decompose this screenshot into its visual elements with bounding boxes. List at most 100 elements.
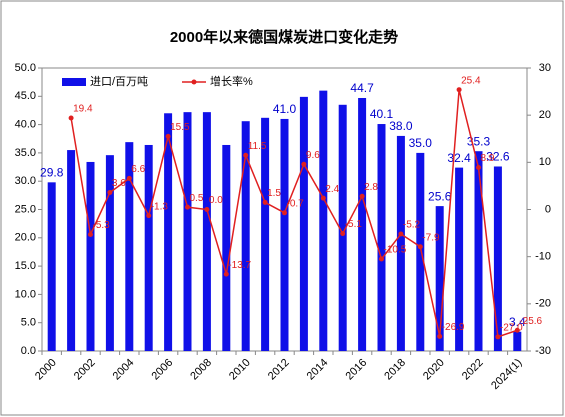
line-value-label: 15.5 <box>170 122 190 133</box>
y-tick-label: 35.0 <box>15 147 36 159</box>
y-tick-label: 10.0 <box>15 288 36 300</box>
y2-tick-label: -20 <box>535 298 551 310</box>
bar-value-label: 41.0 <box>273 102 297 116</box>
line-point <box>301 161 307 167</box>
bar <box>125 142 134 351</box>
y-tick-label: 45.0 <box>15 90 36 102</box>
line-value-label: -5.3 <box>93 220 111 231</box>
bar <box>493 166 502 351</box>
line-point <box>476 165 481 171</box>
bar <box>358 97 367 351</box>
line-value-label: -13.7 <box>228 260 251 271</box>
bar <box>338 104 347 351</box>
bar <box>241 121 250 351</box>
bar <box>396 135 405 351</box>
legend-point <box>191 79 197 85</box>
line-value-label: 3.6 <box>112 178 126 189</box>
line-point <box>340 231 346 237</box>
line-point <box>223 271 229 277</box>
line-point <box>514 327 520 333</box>
line-point <box>146 213 152 219</box>
y2-tick-label: 20 <box>539 109 551 121</box>
y-tick-label: 25.0 <box>15 203 36 215</box>
line-point <box>456 87 462 93</box>
line-point <box>359 193 365 199</box>
line-value-label: 9.6 <box>306 150 320 161</box>
line-value-label: 1.5 <box>267 188 281 199</box>
bar <box>280 118 289 351</box>
bar <box>86 161 95 351</box>
y2-tick-label: -30 <box>535 345 551 357</box>
line-value-label: 0.0 <box>209 195 223 206</box>
bar <box>47 182 56 351</box>
line-point <box>437 333 443 339</box>
line-point <box>68 115 74 121</box>
line-point <box>107 190 113 196</box>
line <box>70 89 518 338</box>
bar <box>474 151 483 351</box>
line-point <box>320 195 326 201</box>
line-value-label: 11.5 <box>248 141 267 152</box>
line-point <box>398 231 404 237</box>
y-tick-label: 30.0 <box>15 175 36 187</box>
bar-value-label: 29.8 <box>40 166 64 180</box>
y-tick-label: 0.0 <box>21 345 36 357</box>
line-value-label: -7.9 <box>422 232 440 243</box>
y-tick-label: 40.0 <box>15 119 36 131</box>
y-tick-label: 5.0 <box>21 317 36 329</box>
bar <box>222 144 231 351</box>
y-tick-label: 20.0 <box>15 232 36 244</box>
line-value-label: -0.7 <box>287 198 305 209</box>
bar <box>183 112 192 351</box>
line-value-label: -5.2 <box>403 220 421 231</box>
line-point <box>185 204 190 210</box>
line-point <box>126 175 132 181</box>
bar <box>455 167 464 351</box>
bar-value-label: 40.1 <box>370 107 394 121</box>
bar <box>435 206 444 351</box>
bar <box>105 155 114 351</box>
line-value-label: 2.4 <box>325 184 339 195</box>
bar <box>261 117 270 351</box>
y-tick-label: 50.0 <box>15 62 36 74</box>
bar <box>299 96 308 351</box>
line-value-label: -1.3 <box>151 201 169 212</box>
bar <box>319 90 328 351</box>
bar-value-label: 32.6 <box>486 150 510 164</box>
bar-value-label: 32.4 <box>447 151 471 165</box>
line-value-label: -5.1 <box>345 219 363 230</box>
y2-tick-label: -10 <box>535 251 551 263</box>
y2-tick-label: 0 <box>545 203 551 215</box>
bar <box>202 112 211 351</box>
bar-value-label: 44.7 <box>350 81 374 95</box>
line-point <box>379 256 384 262</box>
chart-title: 2000年以来德国煤炭进口变化走势 <box>170 28 398 46</box>
bar-value-label: 35.0 <box>409 136 433 150</box>
bar <box>513 331 522 351</box>
bar <box>377 124 386 351</box>
legend-label: 进口/百万吨 <box>90 75 148 88</box>
bar-value-label: 25.6 <box>428 189 452 203</box>
bar <box>416 152 425 351</box>
line-point <box>243 152 249 158</box>
line-value-label: 8.9 <box>481 153 495 164</box>
bar <box>144 144 153 351</box>
line-point <box>88 231 93 237</box>
line-point <box>417 244 423 250</box>
y2-tick-label: 30 <box>539 62 551 74</box>
line-value-label: 6.6 <box>131 164 145 175</box>
bar <box>67 150 76 351</box>
y2-tick-label: 10 <box>539 156 551 168</box>
bar-value-label: 38.0 <box>389 119 413 133</box>
legend-swatch <box>62 78 86 86</box>
line-value-label: 0.5 <box>190 193 204 204</box>
line-value-label: -10.5 <box>384 245 407 256</box>
line-value-label: 2.8 <box>364 182 378 193</box>
bar <box>164 113 173 351</box>
y-tick-label: 15.0 <box>15 260 36 272</box>
legend-label: 增长率% <box>210 74 253 88</box>
line-point <box>495 334 501 340</box>
line-value-label: -26.9 <box>442 322 465 333</box>
line-point <box>262 199 268 205</box>
